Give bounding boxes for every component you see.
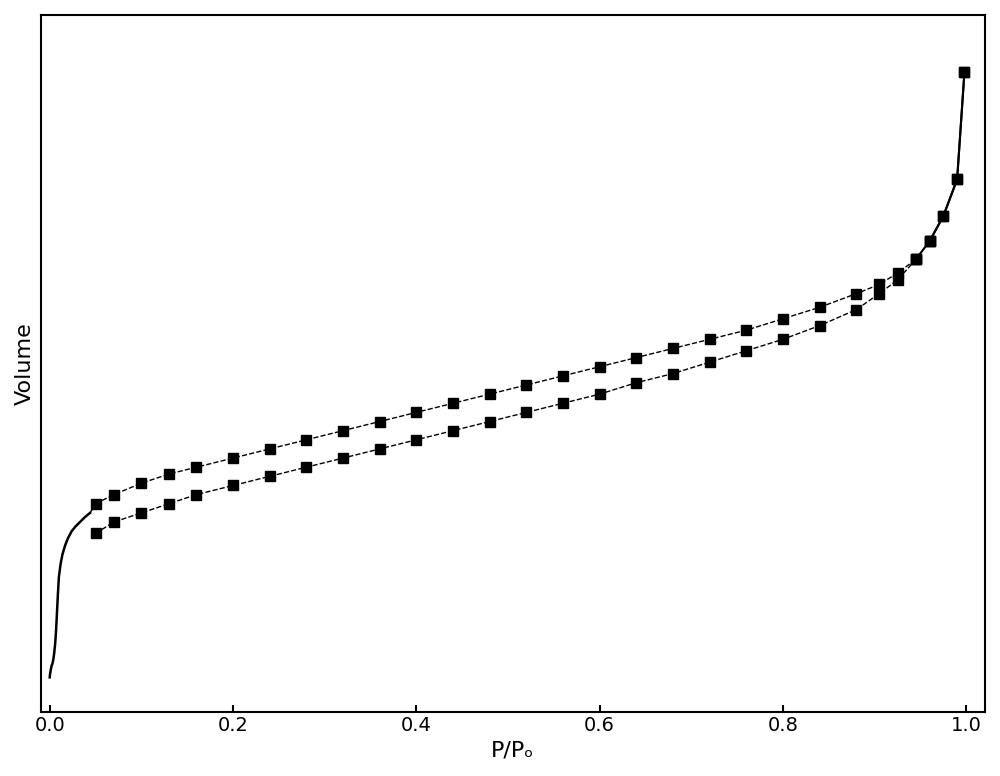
X-axis label: P/Pₒ: P/Pₒ xyxy=(491,741,534,761)
Y-axis label: Volume: Volume xyxy=(15,322,35,404)
